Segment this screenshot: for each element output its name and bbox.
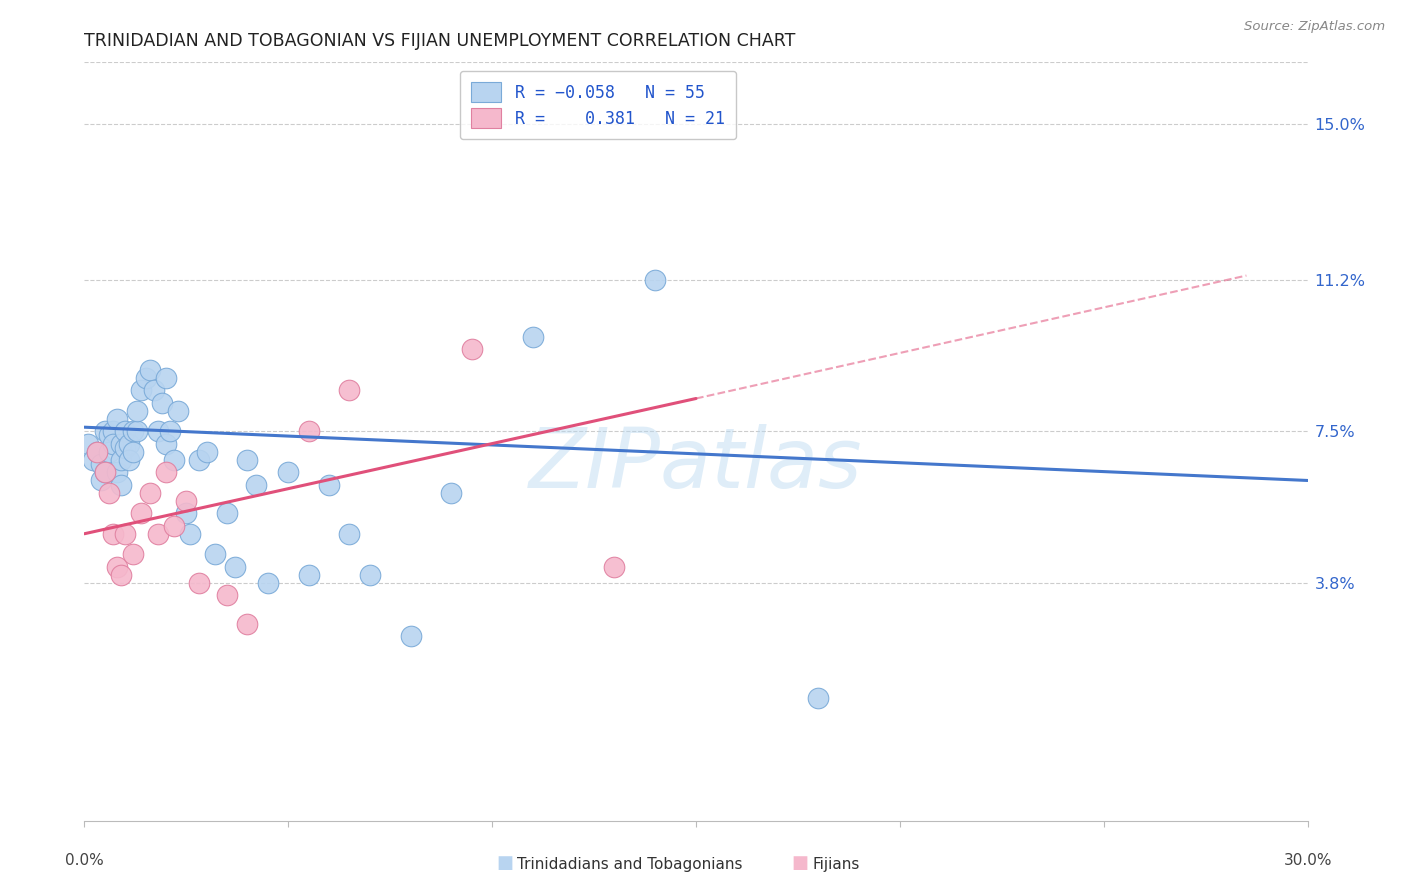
Point — [142, 384, 165, 398]
Point — [135, 371, 157, 385]
Text: ■: ■ — [496, 855, 513, 872]
Point — [110, 436, 132, 450]
Point — [603, 559, 626, 574]
Legend: R = −0.058   N = 55, R =    0.381   N = 21: R = −0.058 N = 55, R = 0.381 N = 21 — [460, 70, 737, 139]
Point — [159, 425, 181, 439]
Point — [204, 547, 226, 561]
Point — [127, 404, 149, 418]
Text: 30.0%: 30.0% — [1284, 854, 1331, 869]
Point — [277, 465, 299, 479]
Point — [195, 444, 218, 458]
Point — [146, 526, 169, 541]
Point — [82, 453, 104, 467]
Point — [101, 526, 124, 541]
Point — [101, 436, 124, 450]
Point — [644, 273, 666, 287]
Point — [114, 526, 136, 541]
Text: 0.0%: 0.0% — [65, 854, 104, 869]
Point — [122, 547, 145, 561]
Text: Trinidadians and Tobagonians: Trinidadians and Tobagonians — [517, 857, 742, 872]
Point — [138, 485, 160, 500]
Point — [114, 441, 136, 455]
Point — [122, 425, 145, 439]
Point — [127, 425, 149, 439]
Point — [101, 425, 124, 439]
Point — [97, 444, 120, 458]
Point — [522, 330, 544, 344]
Point — [245, 477, 267, 491]
Point — [105, 465, 128, 479]
Point — [187, 576, 209, 591]
Text: ZIPatlas: ZIPatlas — [529, 424, 863, 505]
Point — [138, 363, 160, 377]
Point — [807, 690, 830, 705]
Point — [155, 371, 177, 385]
Point — [217, 506, 239, 520]
Point — [298, 567, 321, 582]
Point — [110, 477, 132, 491]
Text: TRINIDADIAN AND TOBAGONIAN VS FIJIAN UNEMPLOYMENT CORRELATION CHART: TRINIDADIAN AND TOBAGONIAN VS FIJIAN UNE… — [84, 32, 796, 50]
Point — [179, 526, 201, 541]
Point — [217, 588, 239, 602]
Point — [150, 395, 173, 409]
Point — [174, 506, 197, 520]
Point — [224, 559, 246, 574]
Point — [359, 567, 381, 582]
Point — [155, 436, 177, 450]
Point — [339, 384, 361, 398]
Point — [257, 576, 280, 591]
Point — [118, 453, 141, 467]
Point — [90, 457, 112, 471]
Point — [93, 465, 115, 479]
Point — [86, 444, 108, 458]
Point — [86, 444, 108, 458]
Point — [187, 453, 209, 467]
Point — [97, 485, 120, 500]
Point — [131, 384, 153, 398]
Point — [155, 465, 177, 479]
Point — [298, 425, 321, 439]
Point — [236, 453, 259, 467]
Point — [110, 453, 132, 467]
Point — [339, 526, 361, 541]
Point — [131, 506, 153, 520]
Point — [399, 629, 422, 643]
Point — [110, 567, 132, 582]
Point — [163, 518, 186, 533]
Point — [90, 474, 112, 488]
Point — [105, 412, 128, 426]
Point — [146, 425, 169, 439]
Point — [93, 425, 115, 439]
Point — [105, 559, 128, 574]
Point — [236, 616, 259, 631]
Point — [122, 444, 145, 458]
Text: Source: ZipAtlas.com: Source: ZipAtlas.com — [1244, 20, 1385, 33]
Point — [93, 465, 115, 479]
Point — [461, 343, 484, 357]
Point — [440, 485, 463, 500]
Point — [163, 453, 186, 467]
Point — [77, 436, 100, 450]
Point — [174, 494, 197, 508]
Point — [167, 404, 190, 418]
Text: ■: ■ — [792, 855, 808, 872]
Point — [318, 477, 340, 491]
Text: Fijians: Fijians — [813, 857, 860, 872]
Point — [118, 436, 141, 450]
Point — [97, 428, 120, 442]
Point — [114, 425, 136, 439]
